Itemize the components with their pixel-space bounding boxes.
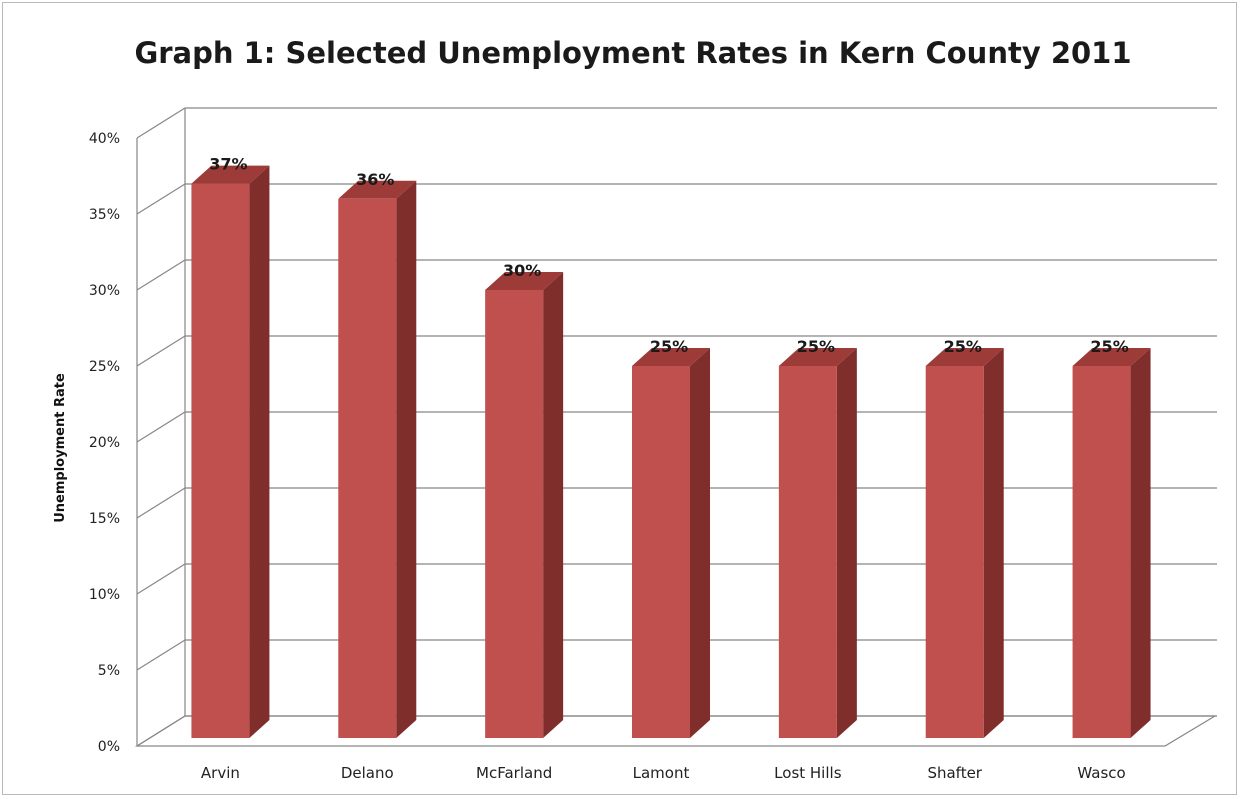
y-tick-label: 0% — [98, 739, 120, 755]
bar — [632, 348, 710, 738]
bar-top — [632, 348, 710, 366]
floor — [134, 715, 1218, 747]
x-tick-label: Wasco — [1077, 764, 1125, 782]
x-tick-label: Lamont — [633, 764, 690, 782]
bar-front — [338, 198, 397, 739]
bar-side — [249, 165, 270, 739]
gridline-wall — [136, 335, 186, 367]
x-tick-label: Arvin — [201, 764, 240, 782]
bar-side — [396, 180, 417, 739]
y-tick-label: 15% — [89, 511, 120, 527]
x-tick-label: Shafter — [927, 764, 982, 782]
bars — [191, 165, 1151, 739]
gridline-wall — [136, 487, 186, 519]
bar-top — [1072, 348, 1151, 366]
bar-front — [485, 290, 544, 738]
bar-front — [632, 366, 690, 738]
data-label: 30% — [503, 261, 541, 280]
data-label: 25% — [1090, 337, 1128, 356]
bar-side — [1130, 348, 1151, 738]
y-tick-label: 10% — [89, 587, 120, 603]
bar-front — [925, 366, 984, 738]
y-tick-label: 25% — [89, 359, 120, 375]
y-tick-label: 40% — [89, 131, 120, 147]
data-label: 25% — [944, 337, 982, 356]
gridline-wall — [136, 411, 186, 443]
bar — [925, 348, 1004, 738]
bar — [338, 180, 417, 739]
gridline-wall — [136, 107, 186, 139]
bar-front — [1072, 366, 1131, 738]
bar — [485, 272, 564, 738]
bar — [1072, 348, 1151, 738]
bar-side — [543, 272, 564, 738]
chart-title: Graph 1: Selected Unemployment Rates in … — [134, 36, 1131, 70]
x-tick-label: Lost Hills — [774, 764, 842, 782]
data-label: 36% — [356, 170, 394, 189]
bar-front — [191, 183, 250, 739]
labels: 0% 5% 10% 15% 20% 25% 30% 35% 40% 37% Arvin 36% Dela… — [89, 131, 1129, 782]
data-label: 25% — [797, 337, 835, 356]
bar — [191, 165, 270, 739]
bar-side — [690, 348, 710, 738]
bar-side — [836, 348, 857, 738]
y-axis-title: Unemployment Rate — [53, 373, 68, 523]
bar-top — [338, 180, 417, 199]
bar-front — [778, 366, 837, 738]
data-label: 25% — [650, 337, 688, 356]
gridline-wall — [136, 259, 186, 291]
y-tick-label: 30% — [89, 283, 120, 299]
axes — [134, 108, 1218, 747]
x-tick-label: McFarland — [476, 764, 552, 782]
bar-side — [983, 348, 1004, 738]
gridline-wall — [136, 183, 186, 215]
bar — [778, 348, 857, 738]
bar-top — [485, 272, 564, 290]
y-tick-label: 5% — [98, 663, 120, 679]
y-tick-label: 35% — [89, 207, 120, 223]
bar-top — [925, 348, 1004, 366]
unemployment-bar-chart: Graph 1: Selected Unemployment Rates in … — [53, 36, 1218, 782]
gridline-wall — [136, 639, 186, 671]
gridline-wall — [136, 563, 186, 595]
bar-top — [778, 348, 857, 366]
bar-top — [191, 165, 270, 184]
x-tick-label: Delano — [341, 764, 394, 782]
y-tick-label: 20% — [89, 435, 120, 451]
data-label: 37% — [209, 155, 247, 174]
